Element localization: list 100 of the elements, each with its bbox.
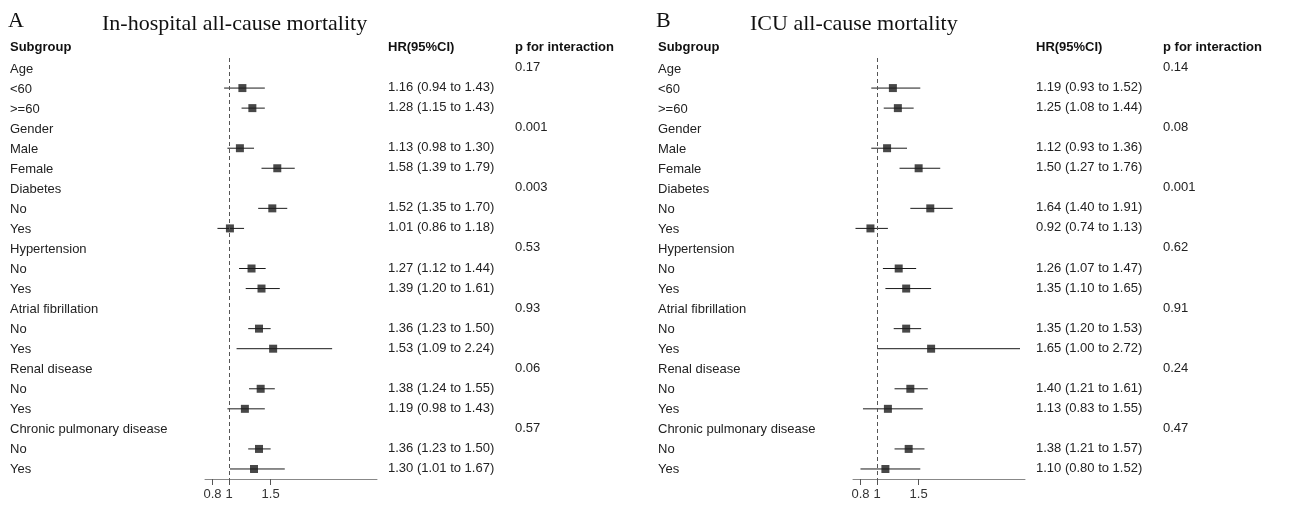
y-tick-label: No xyxy=(658,200,675,216)
text: B xyxy=(656,6,671,32)
point xyxy=(902,324,911,333)
point xyxy=(255,444,264,453)
text: 0.53 xyxy=(515,239,541,255)
text: p for interaction xyxy=(1163,39,1263,54)
text: 0.62 xyxy=(1163,239,1189,255)
text: 0.17 xyxy=(515,59,541,75)
y-tick-label: Hypertension xyxy=(658,240,735,256)
point xyxy=(883,404,892,413)
x-tick-label: 1 xyxy=(873,486,881,501)
point xyxy=(235,144,244,153)
y-tick-label: Yes xyxy=(10,401,32,417)
point xyxy=(904,444,913,453)
y-tick-label: Chronic pulmonary disease xyxy=(10,421,168,437)
chart-title: ICU all-cause mortality xyxy=(750,9,958,35)
data-label: 1.13 (0.98 to 1.30) xyxy=(388,139,495,155)
data-label: 1.26 (1.07 to 1.47) xyxy=(1036,259,1143,275)
y-tick-label: Atrial fibrillation xyxy=(658,301,747,317)
y-tick-label: Diabetes xyxy=(658,180,710,196)
y-tick-label: Yes xyxy=(658,341,680,357)
point xyxy=(906,384,915,393)
point xyxy=(893,104,902,113)
data-label: 1.52 (1.35 to 1.70) xyxy=(388,199,495,215)
y-tick-label: Yes xyxy=(658,220,680,236)
data-label: 1.27 (1.12 to 1.44) xyxy=(388,259,495,275)
point xyxy=(269,344,278,353)
text: 0.91 xyxy=(1163,299,1189,315)
text: A xyxy=(8,6,24,32)
y-tick-label: Male xyxy=(10,140,39,156)
y-tick-label: Gender xyxy=(658,120,703,136)
y-tick-label: Yes xyxy=(10,341,32,357)
data-label: 1.10 (0.80 to 1.52) xyxy=(1036,459,1143,475)
point xyxy=(926,204,935,213)
y-tick-label: >=60 xyxy=(658,100,688,116)
data-label: 1.35 (1.10 to 1.65) xyxy=(1036,279,1143,295)
text: 0.93 xyxy=(515,299,541,315)
data-label: 1.19 (0.93 to 1.52) xyxy=(1036,79,1143,95)
data-label: 1.25 (1.08 to 1.44) xyxy=(1036,99,1143,115)
point xyxy=(894,264,903,273)
point xyxy=(238,84,247,93)
data-label: 1.36 (1.23 to 1.50) xyxy=(388,319,495,335)
point xyxy=(248,104,257,113)
text: 0.57 xyxy=(515,419,541,435)
data-label: 1.01 (0.86 to 1.18) xyxy=(388,219,495,235)
point xyxy=(883,144,892,153)
data-label: 1.12 (0.93 to 1.36) xyxy=(1036,139,1143,155)
data-label: 1.40 (1.21 to 1.61) xyxy=(1036,379,1143,395)
y-tick-label: Yes xyxy=(10,220,32,236)
data-label: 1.38 (1.24 to 1.55) xyxy=(388,379,495,395)
text: 0.003 xyxy=(515,179,548,195)
y-tick-label: No xyxy=(658,381,675,397)
x-tick-label: 0.8 xyxy=(203,486,222,501)
text: 0.001 xyxy=(1163,179,1196,195)
y-tick-label: Yes xyxy=(10,461,32,477)
data-label: 1.36 (1.23 to 1.50) xyxy=(388,439,495,455)
y-tick-label: Diabetes xyxy=(10,180,62,196)
text: 0.08 xyxy=(1163,119,1189,135)
point xyxy=(902,284,911,293)
data-label: 1.38 (1.21 to 1.57) xyxy=(1036,439,1143,455)
data-label: 1.65 (1.00 to 2.72) xyxy=(1036,339,1143,355)
point xyxy=(225,224,234,233)
text: HR(95%CI) xyxy=(388,39,455,54)
y-tick-label: Female xyxy=(658,160,702,176)
data-label: 0.92 (0.74 to 1.13) xyxy=(1036,219,1143,235)
y-axis-title: Subgroup xyxy=(10,39,72,54)
point xyxy=(257,284,266,293)
x-tick-label: 1.5 xyxy=(261,486,280,501)
y-tick-label: Yes xyxy=(658,461,680,477)
text: p for interaction xyxy=(515,39,615,54)
y-tick-label: No xyxy=(10,441,27,457)
y-tick-label: Yes xyxy=(658,281,680,297)
data-label: 1.53 (1.09 to 2.24) xyxy=(388,339,495,355)
y-tick-label: No xyxy=(658,261,675,276)
text: 0.24 xyxy=(1163,359,1189,375)
point xyxy=(268,204,277,213)
data-label: 1.13 (0.83 to 1.55) xyxy=(1036,399,1143,415)
y-tick-label: <60 xyxy=(10,80,33,96)
y-tick-label: Atrial fibrillation xyxy=(10,301,99,317)
point xyxy=(888,84,897,93)
point xyxy=(256,384,265,393)
chart-title: In-hospital all-cause mortality xyxy=(102,9,368,35)
data-label: 1.30 (1.01 to 1.67) xyxy=(388,459,495,475)
x-tick-label: 1.5 xyxy=(909,486,928,501)
y-tick-label: Yes xyxy=(10,281,32,297)
y-tick-label: Female xyxy=(10,160,54,176)
data-label: 1.35 (1.20 to 1.53) xyxy=(1036,319,1143,335)
data-label: 1.16 (0.94 to 1.43) xyxy=(388,79,495,95)
y-tick-label: Yes xyxy=(658,401,680,417)
y-tick-label: Renal disease xyxy=(658,361,741,377)
y-tick-label: Male xyxy=(658,140,687,156)
point xyxy=(927,344,936,353)
point xyxy=(866,224,875,233)
y-tick-label: Renal disease xyxy=(10,361,93,377)
data-label: 1.28 (1.15 to 1.43) xyxy=(388,99,495,115)
text: 0.001 xyxy=(515,119,548,135)
text: 0.47 xyxy=(1163,419,1189,435)
point xyxy=(881,464,890,473)
point xyxy=(273,164,282,173)
data-label: 1.58 (1.39 to 1.79) xyxy=(388,159,495,175)
